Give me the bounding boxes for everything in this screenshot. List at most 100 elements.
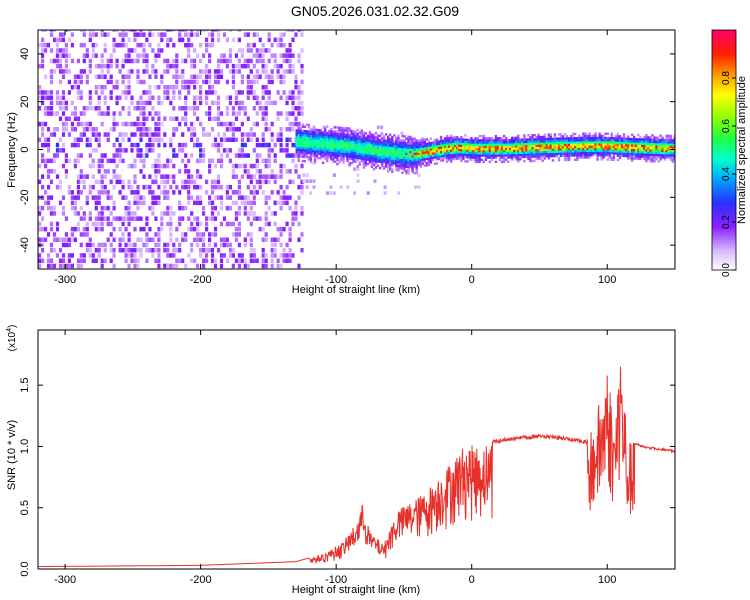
heatmap-cell <box>133 163 137 169</box>
heatmap-cell <box>336 145 339 149</box>
heatmap-cell <box>446 137 449 140</box>
heatmap-cell <box>103 100 107 106</box>
heatmap-cell <box>639 155 642 158</box>
heatmap-cell <box>409 161 412 164</box>
heatmap-cell <box>567 141 571 144</box>
heatmap-cell <box>374 140 378 143</box>
heatmap-cell <box>511 145 514 148</box>
heatmap-cell <box>136 42 140 48</box>
heatmap-cell <box>324 157 327 160</box>
heatmap-cell <box>319 152 323 156</box>
heatmap-cell <box>543 150 546 154</box>
heatmap-xtick-label: 0 <box>469 274 475 286</box>
heatmap-cell <box>112 85 116 90</box>
heatmap-cell <box>148 30 152 32</box>
heatmap-cell <box>647 149 650 152</box>
heatmap-cell <box>411 137 414 141</box>
heatmap-cell <box>285 100 289 106</box>
heatmap-cell <box>521 142 524 146</box>
heatmap-cell <box>370 137 374 141</box>
heatmap-cell <box>264 85 268 90</box>
heatmap-cell <box>139 248 143 253</box>
heatmap-cell <box>403 152 406 155</box>
heatmap-cell <box>665 138 668 142</box>
heatmap-cell <box>336 139 339 142</box>
heatmap-cell <box>452 138 455 141</box>
heatmap-cell <box>376 145 380 148</box>
heatmap-cell <box>616 137 620 140</box>
heatmap-cell <box>258 37 262 43</box>
heatmap-cell <box>130 48 134 53</box>
heatmap-cell <box>305 173 309 177</box>
heatmap-cell <box>407 170 410 173</box>
heatmap-cell <box>154 121 158 127</box>
heatmap-cell <box>468 141 471 144</box>
heatmap-cell <box>121 74 125 79</box>
heatmap-cell <box>157 263 161 269</box>
heatmap-cell <box>184 263 188 269</box>
heatmap-cell <box>160 163 164 169</box>
heatmap-cell <box>608 151 611 155</box>
heatmap-cell <box>616 154 620 157</box>
heatmap-cell <box>358 152 361 156</box>
heatmap-cell <box>531 144 534 148</box>
heatmap-cell <box>616 158 620 162</box>
heatmap-cell <box>67 253 71 258</box>
heatmap-cell <box>313 137 317 140</box>
heatmap-cell <box>637 157 640 160</box>
heatmap-cell <box>639 144 642 147</box>
heatmap-cell <box>537 148 540 152</box>
heatmap-cell <box>76 95 80 100</box>
heatmap-cell <box>213 116 218 121</box>
heatmap-cell <box>94 85 98 90</box>
heatmap-cell <box>313 130 317 134</box>
heatmap-cell <box>118 248 122 253</box>
heatmap-cell <box>52 153 57 158</box>
heatmap-cell <box>439 140 443 143</box>
heatmap-cell <box>213 100 218 106</box>
heatmap-cell <box>61 205 66 211</box>
heatmap-cell <box>521 149 524 152</box>
heatmap-cell <box>305 185 309 189</box>
heatmap-cell <box>401 145 404 149</box>
heatmap-cell <box>297 58 301 64</box>
heatmap-cell <box>291 221 295 227</box>
heatmap-cell <box>121 37 125 43</box>
heatmap-cell <box>73 116 77 121</box>
heatmap-cell <box>482 147 485 151</box>
heatmap-cell <box>58 137 63 142</box>
heatmap-cell <box>61 242 66 248</box>
heatmap-cell <box>55 174 60 179</box>
heatmap-cell <box>157 158 161 164</box>
heatmap-cell <box>124 85 128 90</box>
heatmap-cell <box>91 48 95 53</box>
heatmap-cell <box>124 148 128 153</box>
heatmap-cell <box>291 153 295 158</box>
heatmap-cell <box>372 133 376 137</box>
heatmap-cell <box>382 154 386 157</box>
heatmap-cell <box>55 90 60 95</box>
heatmap-cell <box>364 164 367 167</box>
heatmap-cell <box>178 37 182 43</box>
heatmap-cell <box>64 263 68 269</box>
heatmap-cell <box>193 48 197 53</box>
heatmap-cell <box>496 152 500 155</box>
heatmap-cell <box>88 237 92 242</box>
heatmap-cell <box>631 157 634 160</box>
heatmap-cell <box>346 146 349 149</box>
heatmap-cell <box>127 179 131 185</box>
heatmap-cell <box>567 152 571 155</box>
heatmap-cell <box>352 149 355 152</box>
heatmap-cell <box>311 132 315 136</box>
heatmap-cell <box>374 131 378 135</box>
heatmap-cell <box>139 127 143 132</box>
heatmap-cell <box>264 106 268 111</box>
heatmap-cell <box>633 140 636 143</box>
heatmap-cell <box>340 131 343 134</box>
heatmap-cell <box>574 141 577 144</box>
heatmap-cell <box>97 221 101 227</box>
heatmap-cell <box>539 146 542 149</box>
heatmap-cell <box>397 151 400 155</box>
chart-title: GN05.2026.031.02.32.G09 <box>291 3 459 19</box>
